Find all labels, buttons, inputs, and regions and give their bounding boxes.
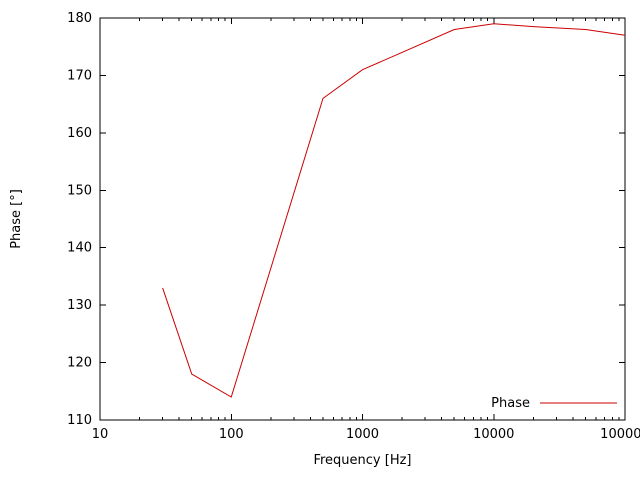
x-axis-label: Frequency [Hz] [313,453,411,468]
series-line-phase [162,23,626,398]
plot-border [99,17,626,421]
x-tick-label: 10 [92,427,109,442]
x-tick-label: 100000 [600,427,640,442]
y-tick-label: 140 [67,241,92,256]
y-tick-label: 120 [67,356,92,371]
y-tick-label: 160 [67,126,92,141]
y-tick-label: 180 [67,11,92,26]
y-tick-label: 170 [67,68,92,83]
legend-label: Phase [491,396,530,411]
x-tick-label: 1000 [346,427,379,442]
y-tick-label: 150 [67,183,92,198]
y-axis-label: Phase [°] [9,189,24,249]
y-tick-label: 130 [67,298,92,313]
y-tick-label: 110 [67,413,92,428]
x-tick-label: 10000 [473,427,514,442]
x-tick-label: 100 [219,427,244,442]
